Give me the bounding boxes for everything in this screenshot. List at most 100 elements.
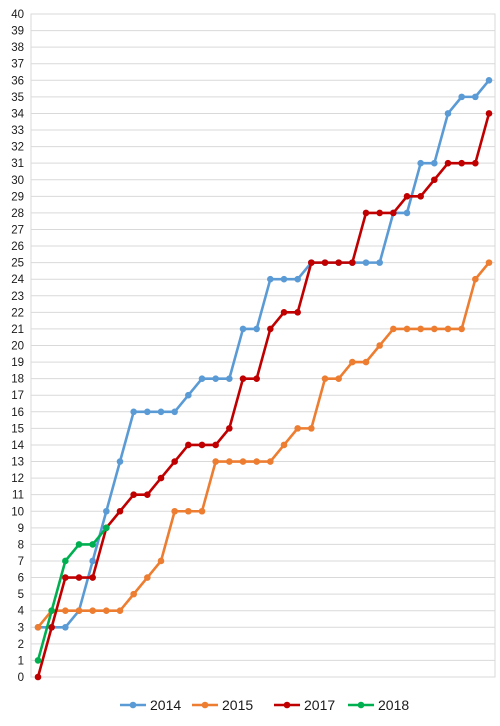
data-point-2014 [171,408,178,416]
series-line-2017 [36,112,491,679]
data-point-2017 [253,375,260,382]
data-point-2015 [75,607,83,614]
y-tick-label: 12 [11,473,24,485]
data-point-2017 [362,209,370,217]
legend-label-2015: 2015 [222,697,253,713]
data-point-2015 [362,358,370,366]
data-point-2017 [417,193,424,200]
data-point-2014 [226,375,233,382]
data-point-2017 [321,259,329,266]
data-point-2015 [267,458,274,465]
y-tick-label: 37 [11,59,24,71]
data-point-2014 [144,408,151,416]
y-tick-label: 19 [11,357,24,369]
data-point-2017 [294,309,301,316]
data-point-2014 [185,391,192,399]
data-point-2015 [116,607,124,614]
series-line-2015 [36,261,491,629]
data-point-2015 [212,458,219,465]
data-point-2017 [280,309,288,316]
data-point-2018 [62,557,69,565]
data-point-2015 [198,507,206,515]
data-point-2017 [130,491,137,498]
legend-item-2017: 2017 [274,697,335,713]
data-point-2015 [485,259,493,266]
data-point-2014 [294,275,301,283]
y-tick-label: 23 [11,291,24,303]
y-tick-label: 25 [11,258,24,270]
data-point-2014 [444,110,452,117]
data-point-2015 [417,325,424,333]
data-point-2017 [308,259,315,266]
data-point-2017 [349,259,356,266]
y-tick-label: 14 [11,440,24,452]
y-tick-label: 7 [18,556,24,568]
data-point-2014 [376,259,383,266]
legend-label-2018: 2018 [378,697,409,713]
data-point-2015 [34,623,42,631]
series-2018 [34,524,110,664]
data-point-2015 [253,458,260,465]
data-point-2015 [444,325,452,333]
data-point-2017 [89,574,96,581]
y-tick-label: 16 [11,407,24,419]
y-tick-label: 21 [11,324,24,336]
data-point-2017 [335,259,342,266]
y-tick-label: 26 [11,241,24,253]
data-point-2014 [485,77,493,84]
y-tick-label: 5 [18,589,24,601]
gridlines [30,13,496,678]
data-point-2015 [171,507,178,515]
y-tick-label: 24 [11,274,24,286]
data-point-2015 [321,375,329,382]
data-point-2017 [376,209,383,217]
data-point-2017 [267,325,274,333]
data-point-2018 [103,524,110,532]
data-point-2014 [103,507,110,515]
data-point-2015 [62,607,69,614]
data-point-2014 [198,375,206,382]
data-point-2017 [472,159,479,167]
data-point-2018 [34,657,42,664]
y-tick-label: 3 [18,622,24,634]
data-point-2017 [239,375,247,382]
data-point-2017 [34,673,42,681]
data-point-2017 [171,458,178,465]
data-point-2017 [48,623,55,631]
data-point-2014 [89,557,96,565]
y-tick-label: 1 [18,655,24,667]
data-point-2014 [267,275,274,283]
y-tick-label: 40 [11,9,24,21]
legend-label-2014: 2014 [150,697,181,713]
data-point-2014 [417,159,424,167]
data-point-2018 [75,541,83,548]
y-tick-label: 38 [11,42,24,54]
data-point-2017 [157,474,165,482]
data-point-2015 [472,275,479,283]
data-point-2015 [403,325,411,333]
data-point-2014 [458,93,465,101]
legend-marker-2018 [357,701,365,709]
y-tick-label: 9 [18,523,24,535]
y-tick-label: 39 [11,26,24,38]
data-point-2015 [349,358,356,366]
series-layer [34,77,493,681]
series-line-2018 [36,526,108,662]
data-point-2014 [253,325,260,333]
data-point-2015 [157,557,165,565]
y-tick-label: 11 [12,490,24,502]
data-point-2017 [212,441,219,449]
legend-item-2018: 2018 [348,697,409,713]
data-point-2015 [458,325,465,333]
y-tick-label: 31 [11,158,24,170]
data-point-2014 [472,93,479,101]
data-point-2014 [403,209,411,217]
data-point-2017 [390,209,397,217]
data-point-2015 [239,458,247,465]
y-tick-label: 27 [11,224,24,236]
y-tick-label: 18 [11,374,24,386]
y-tick-label: 8 [18,539,24,551]
y-tick-label: 15 [11,423,24,435]
data-point-2014 [431,159,438,167]
